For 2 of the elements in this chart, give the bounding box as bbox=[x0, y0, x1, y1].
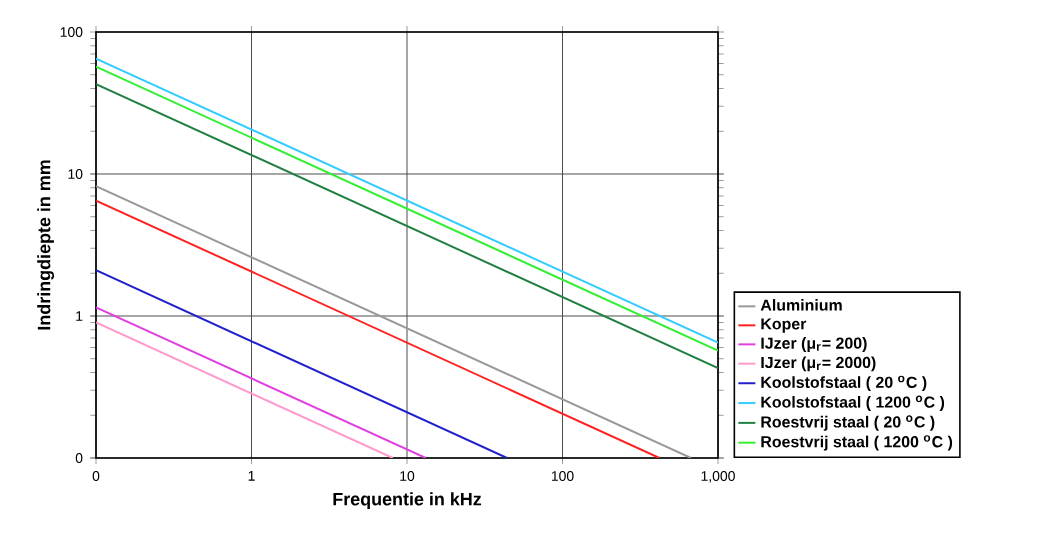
x-axis-title: Frequentie in kHz bbox=[333, 492, 482, 509]
y-axis-title: Indringdiepte in mm bbox=[37, 160, 55, 330]
